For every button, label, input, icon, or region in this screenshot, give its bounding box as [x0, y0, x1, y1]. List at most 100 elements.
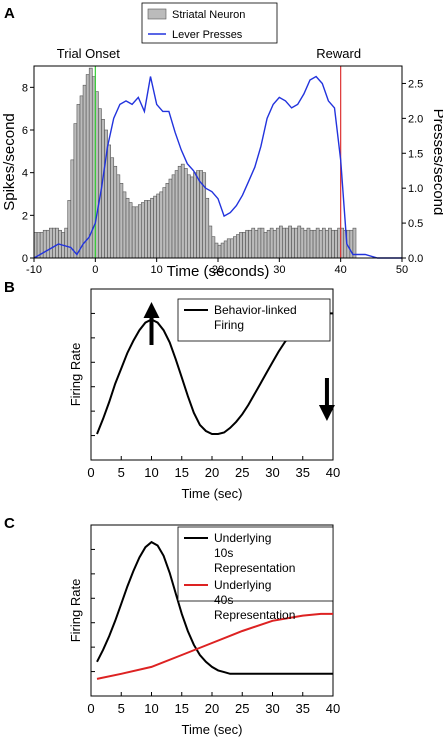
x-tick-label: 5 — [118, 465, 125, 480]
histogram-bar — [125, 197, 130, 259]
x-tick-label: 0 — [92, 264, 98, 276]
y-tick-label: 4 — [22, 168, 28, 180]
histogram-bar — [147, 200, 151, 259]
histogram-bar — [294, 227, 299, 259]
y2-tick-label: 0.5 — [408, 218, 423, 230]
legend-label-neuron: Striatal Neuron — [172, 9, 245, 21]
y2-tick-label: 0.0 — [408, 253, 423, 265]
histogram-bar — [312, 229, 317, 259]
histogram-bar — [257, 227, 262, 259]
x-tick-label: 5 — [118, 701, 125, 716]
x-tick-label: 20 — [205, 701, 219, 716]
histogram-bar — [279, 225, 283, 259]
histogram-bar — [236, 234, 240, 259]
x-tick-label: 25 — [235, 465, 249, 480]
histogram-bar — [205, 197, 210, 259]
x-axis-label: Time (sec) — [182, 486, 243, 501]
histogram-bar — [128, 202, 133, 259]
reward-label: Reward — [316, 46, 361, 61]
histogram-bar — [131, 206, 136, 259]
histogram-bar — [321, 227, 326, 259]
histogram-bar — [217, 244, 222, 259]
histogram-bar — [82, 84, 87, 259]
histogram-bar — [183, 168, 188, 259]
histogram-bar — [309, 229, 314, 259]
histogram-bar — [196, 170, 200, 259]
histogram-bar — [248, 229, 253, 259]
legend-box — [177, 298, 331, 342]
x-tick-label: 10 — [151, 264, 163, 276]
y2-tick-label: 2.5 — [408, 78, 423, 90]
histogram-bar — [315, 227, 320, 259]
histogram-bar — [214, 242, 219, 259]
histogram-bar — [144, 200, 148, 259]
legend-swatch-neuron — [147, 8, 167, 20]
histogram-bar — [226, 238, 231, 259]
histogram-bar — [334, 229, 338, 259]
histogram-bar — [223, 240, 228, 259]
histogram-bar — [79, 95, 84, 259]
series-line-2 — [96, 612, 333, 680]
histogram-bar — [229, 238, 234, 259]
histogram-bar — [245, 229, 249, 259]
histogram-bar — [165, 183, 170, 259]
x-tick-label: 20 — [212, 264, 224, 276]
histogram-bar — [233, 236, 237, 259]
panel-c-letter: C — [4, 515, 15, 532]
y2-tick-label: 2.0 — [408, 113, 423, 125]
histogram-bar — [275, 227, 280, 259]
y2-tick-label: 1.5 — [408, 148, 423, 160]
histogram-bar — [303, 229, 308, 259]
y-tick-label: 6 — [22, 125, 28, 137]
histogram-bar — [180, 163, 185, 259]
histogram-bar — [266, 229, 271, 259]
histogram-bar — [272, 229, 277, 259]
legend-label-1: Behavior-linked Firing — [214, 303, 297, 332]
histogram-bar — [177, 165, 182, 259]
x-tick-label: 40 — [326, 701, 340, 716]
x-tick-label: 20 — [205, 465, 219, 480]
histogram-bar — [242, 232, 246, 259]
x-tick-label: 50 — [396, 264, 408, 276]
legend-box — [177, 526, 334, 602]
histogram-bar — [70, 159, 75, 259]
x-tick-label: 35 — [296, 701, 310, 716]
panel-a-letter: A — [4, 5, 15, 22]
panel-c-chart: 0 5 10 15 20 25 30 35 40 Time (sec) Firing Rate Und… — [68, 524, 340, 737]
histogram-bar — [73, 123, 78, 259]
histogram-bar — [288, 225, 292, 259]
y-tick-label: 0 — [22, 253, 28, 265]
x-tick-label: 40 — [326, 465, 340, 480]
histogram-bar — [119, 183, 124, 259]
x-tick-label: 30 — [265, 701, 279, 716]
histogram-bar — [42, 229, 47, 259]
y-axis-label: Firing Rate — [68, 343, 83, 407]
legend-label-2: Underlying 40s Representation — [214, 578, 295, 622]
panel-b-letter: B — [4, 279, 15, 296]
x-tick-label: 25 — [235, 701, 249, 716]
x-tick-label: 10 — [144, 701, 158, 716]
legend: Behavior-linked Firing — [177, 298, 331, 342]
x-axis-label: Time (sec) — [182, 722, 243, 737]
histogram-bar — [52, 227, 56, 259]
histogram-bar — [137, 204, 142, 259]
histogram-bar — [260, 227, 265, 259]
histogram-bar — [134, 206, 139, 259]
y-tick-label: 2 — [22, 210, 28, 222]
y2-axis-label: Presses/second — [430, 109, 443, 216]
x-tick-label: 30 — [265, 465, 279, 480]
histogram-bar — [98, 108, 102, 259]
histogram-bar — [352, 227, 357, 259]
histogram-bar — [300, 227, 305, 259]
histogram-bar — [190, 176, 194, 259]
histogram-bar — [211, 236, 216, 259]
histogram-bar — [85, 74, 90, 259]
x-tick-label: 15 — [175, 701, 189, 716]
histogram-bar — [254, 229, 259, 259]
series-line-1 — [96, 540, 333, 675]
x-tick-label: 35 — [296, 465, 310, 480]
histogram-bar — [116, 174, 121, 259]
histogram-bar — [153, 195, 157, 259]
x-axis-label: Time (seconds) — [167, 263, 270, 280]
